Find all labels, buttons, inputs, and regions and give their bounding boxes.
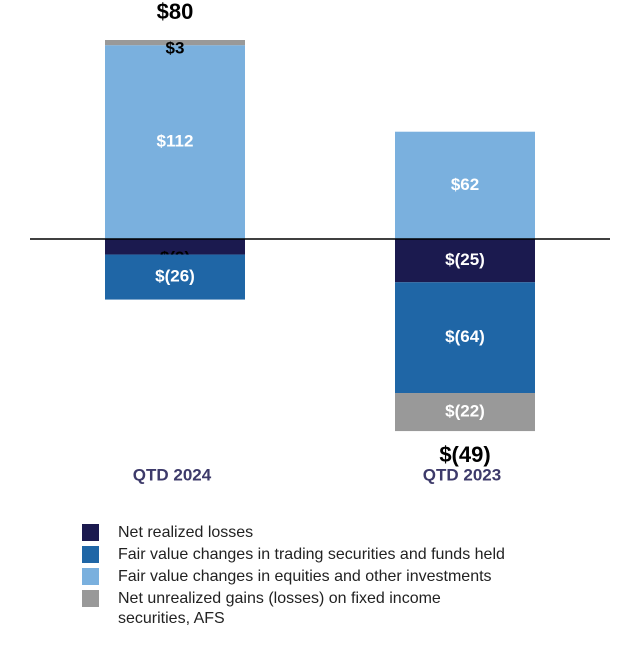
bar-segment [105, 254, 245, 300]
legend-label: Fair value changes in equities and other… [118, 568, 492, 585]
bar-segment [105, 40, 245, 46]
value-label: $62 [451, 175, 479, 194]
x-tick-label: QTD 2024 [133, 465, 212, 484]
bar-segment [105, 239, 245, 255]
value-label: $(25) [445, 250, 485, 269]
legend-label: Net realized losses [118, 524, 254, 541]
legend: Net realized losses Fair value changes in… [82, 523, 508, 631]
legend-item: Net realized losses [82, 523, 508, 543]
legend-item: Net unrealized gains (losses) on fixed i… [82, 589, 508, 629]
bar-segment [395, 393, 535, 432]
legend-swatch [82, 546, 99, 563]
legend-label: Net unrealized gains (losses) on fixed i… [118, 590, 441, 627]
value-label: $3 [166, 39, 185, 58]
x-tick-label: QTD 2023 [423, 465, 501, 484]
value-label: $112 [157, 132, 194, 151]
legend-label: Fair value changes in trading securities… [118, 546, 505, 563]
total-label: $(49) [439, 442, 490, 467]
legend-item: Fair value changes in equities and other… [82, 567, 508, 587]
bar-segment [395, 282, 535, 394]
legend-swatch [82, 590, 99, 607]
bar-segment [395, 239, 535, 283]
bar-segment [395, 131, 535, 239]
legend-item: Fair value changes in trading securities… [82, 545, 508, 565]
legend-swatch [82, 568, 99, 585]
value-label: $(22) [445, 402, 485, 421]
value-label: $(26) [155, 267, 195, 286]
bar-segment [105, 45, 245, 240]
legend-swatch [82, 524, 99, 541]
total-label: $80 [157, 0, 194, 24]
value-label: $(64) [445, 327, 485, 346]
